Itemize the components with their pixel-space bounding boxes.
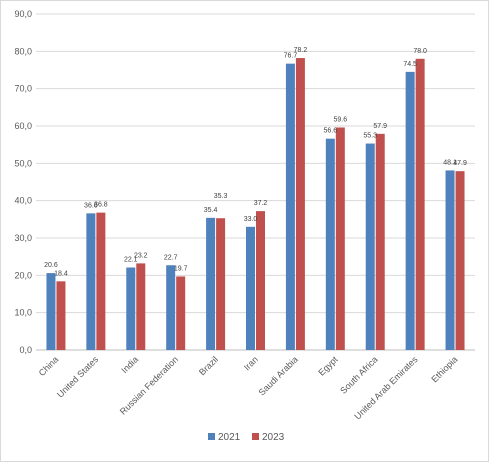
x-tick-label: United States xyxy=(55,354,101,400)
y-tick-label: 70,0 xyxy=(14,84,32,94)
x-tick-label: South Africa xyxy=(338,354,379,395)
data-label: 36.6 xyxy=(84,202,98,209)
y-tick-label: 90,0 xyxy=(14,9,32,19)
legend-label: 2023 xyxy=(262,432,285,443)
bars xyxy=(46,58,465,351)
bar-2023 xyxy=(176,276,186,350)
y-tick-label: 10,0 xyxy=(14,308,32,318)
data-label: 18.4 xyxy=(54,270,68,277)
legend-item-2023: 2023 xyxy=(252,432,285,443)
data-label: 37.2 xyxy=(254,200,268,207)
data-label: 56.6 xyxy=(324,128,338,135)
y-tick-label: 80,0 xyxy=(14,46,32,56)
data-label: 74.5 xyxy=(403,61,417,68)
y-tick-label: 30,0 xyxy=(14,233,32,243)
x-tick-label: China xyxy=(37,354,61,378)
legend-label: 2021 xyxy=(218,432,241,443)
data-label: 33.0 xyxy=(244,216,258,223)
legend: 2021 2023 xyxy=(208,432,285,443)
data-label: 19.7 xyxy=(174,265,188,272)
x-tick-label: Saudi Arabia xyxy=(257,354,300,397)
bar-2021 xyxy=(126,267,136,350)
data-label: 22.1 xyxy=(124,256,138,263)
x-tick-label: Egypt xyxy=(316,354,340,378)
bar-2021 xyxy=(405,71,415,350)
x-tick-label: Iran xyxy=(242,354,260,372)
legend-swatch xyxy=(208,433,215,440)
y-tick-label: 60,0 xyxy=(14,121,32,131)
data-label: 57.9 xyxy=(373,123,387,130)
data-label: 22.7 xyxy=(164,254,178,261)
bar-2021 xyxy=(46,273,56,350)
data-label: 78.0 xyxy=(413,48,427,55)
data-label: 78.2 xyxy=(294,47,308,54)
y-tick-label: 50,0 xyxy=(14,158,32,168)
bar-2023 xyxy=(415,58,425,351)
bar-2021 xyxy=(246,226,255,350)
bar-2021 xyxy=(365,143,375,350)
y-tick-label: 20,0 xyxy=(14,270,32,280)
data-label: 76.7 xyxy=(284,53,298,60)
bar-2023 xyxy=(256,211,265,350)
data-label: 35.4 xyxy=(204,207,218,214)
bar-2021 xyxy=(86,213,96,350)
data-label: 20.6 xyxy=(44,262,58,269)
bar-2021 xyxy=(445,170,455,350)
data-label: 35.3 xyxy=(214,193,228,200)
bar-2023 xyxy=(455,171,465,350)
y-tick-label: 40,0 xyxy=(14,196,32,206)
y-axis-tick-labels: 0,0 10,0 20,0 30,0 40,0 50,0 60,0 70,0 80,0 90,0 xyxy=(14,9,32,355)
data-label: 59.6 xyxy=(334,116,348,123)
data-label: 36.8 xyxy=(94,202,108,209)
data-label: 55.3 xyxy=(363,133,377,140)
legend-swatch xyxy=(252,433,259,440)
bar-2023 xyxy=(335,127,345,350)
bar-2021 xyxy=(325,138,335,350)
bar-2023 xyxy=(136,263,146,350)
bar-2023 xyxy=(96,212,106,350)
bar-2021 xyxy=(285,63,295,351)
bar-2021 xyxy=(166,265,176,350)
bar-2023 xyxy=(295,58,305,350)
bar-2023 xyxy=(375,133,385,350)
bar-2023 xyxy=(216,218,226,350)
gridlines xyxy=(36,13,475,351)
data-label: 47.9 xyxy=(453,160,467,167)
x-tick-label: Ethiopia xyxy=(429,354,459,384)
x-tick-label: India xyxy=(119,354,140,375)
bar-2021 xyxy=(206,217,216,350)
data-label: 23.2 xyxy=(134,252,148,259)
x-tick-label: Brazil xyxy=(197,354,220,377)
data-label: 48.1 xyxy=(443,159,457,166)
legend-item-2021: 2021 xyxy=(208,432,241,443)
y-tick-label: 0,0 xyxy=(19,345,32,355)
bar-2023 xyxy=(56,281,66,350)
data-labels: 20.618.4 36.636.8 22.123.2 22.7 19.7 35.4 35.3… xyxy=(44,47,467,277)
